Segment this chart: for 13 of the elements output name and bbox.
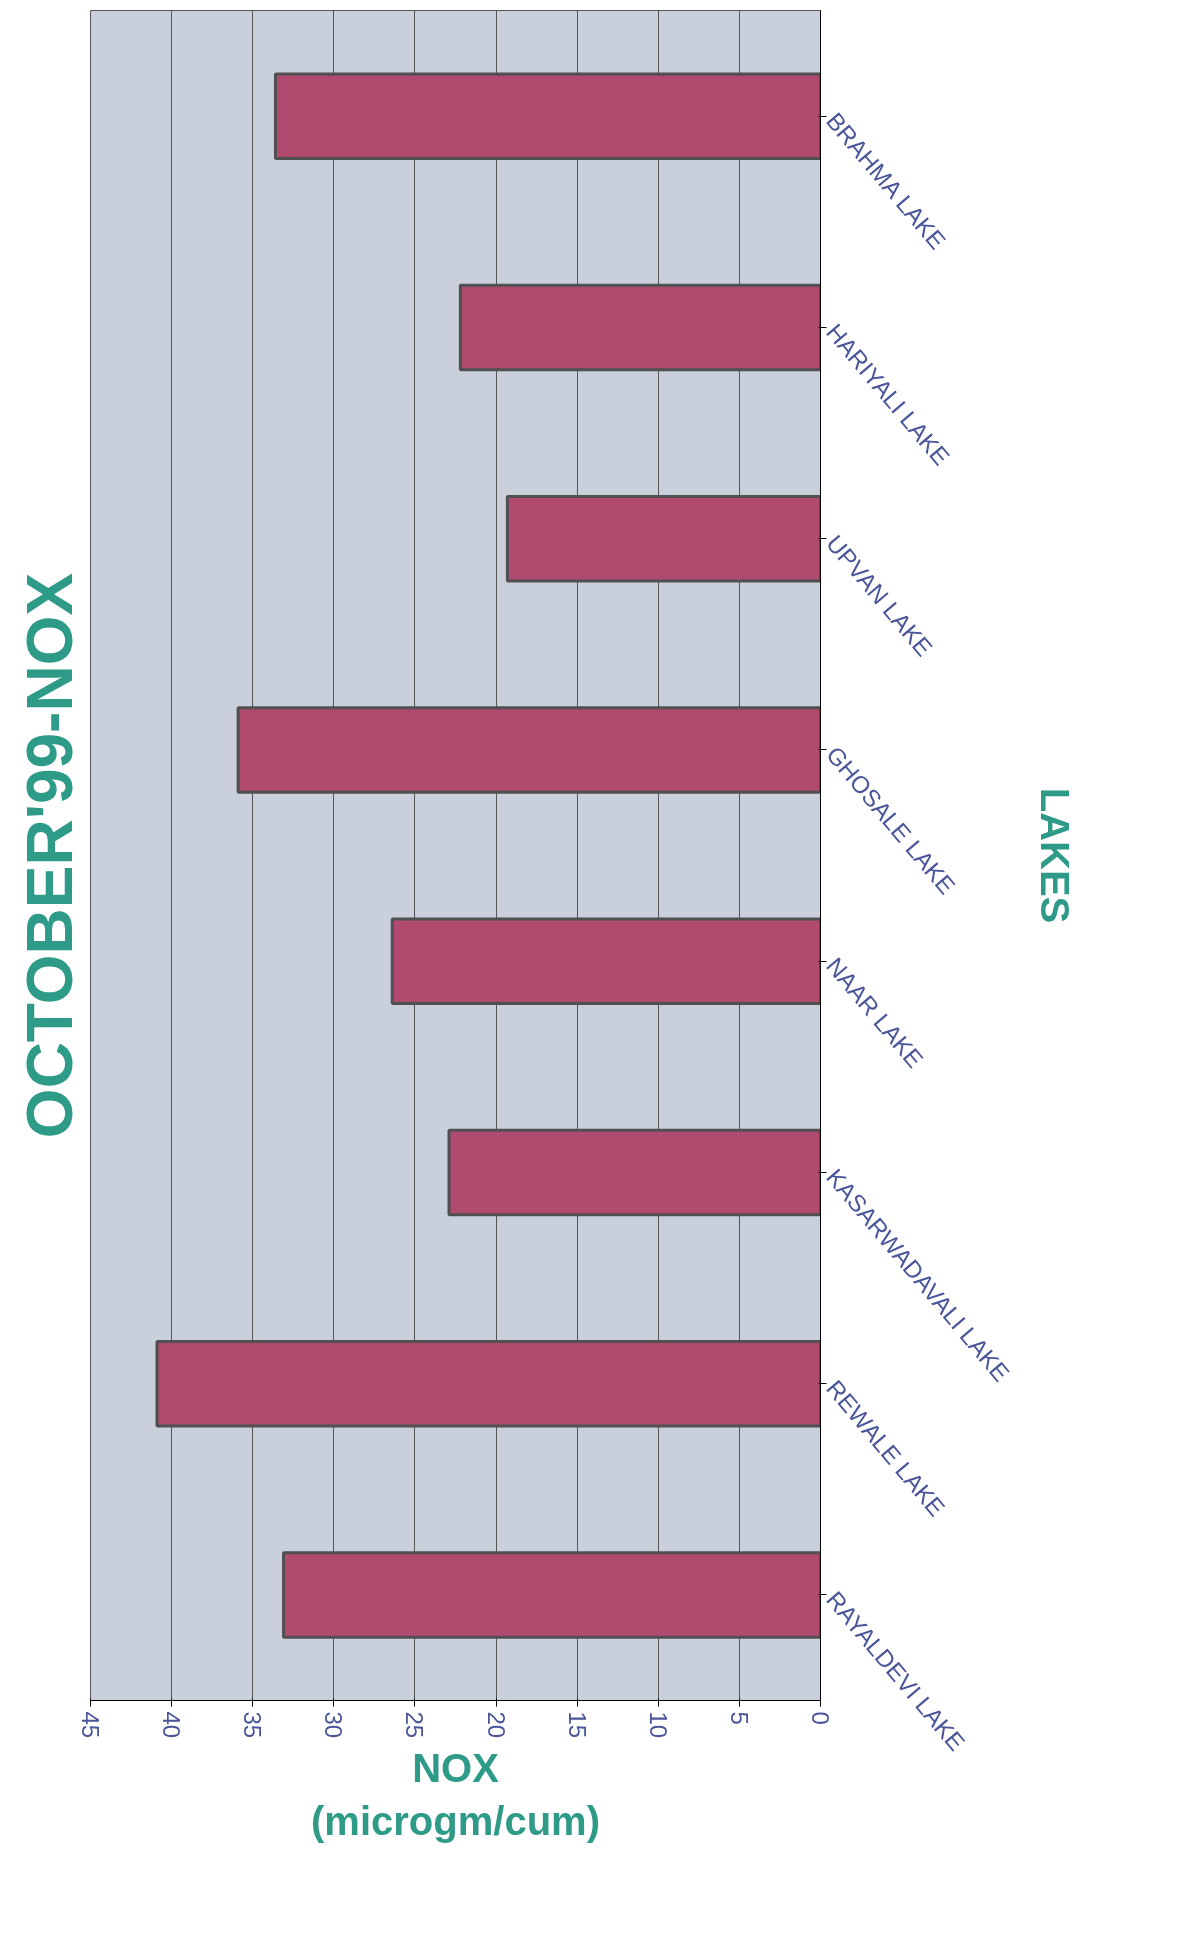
- x-tick-label: 10: [644, 1711, 672, 1739]
- x-axis-title: NOX (microgm/cum): [311, 1746, 600, 1843]
- x-tick-label: 0: [807, 1711, 834, 1725]
- x-tick-label: 45: [77, 1711, 104, 1739]
- x-tick-label: 25: [401, 1711, 429, 1739]
- text: OCTOBER'99-NOX: [13, 572, 86, 1139]
- x-tick-label: 15: [563, 1711, 591, 1739]
- x-tick-label: 20: [482, 1711, 510, 1739]
- x-tick-label: 40: [158, 1711, 186, 1739]
- x-tick-label: 5: [725, 1711, 753, 1725]
- x-tick-label: 35: [239, 1711, 267, 1739]
- x-tick-label: 30: [320, 1711, 348, 1739]
- y-axis-title: LAKES: [1033, 787, 1078, 924]
